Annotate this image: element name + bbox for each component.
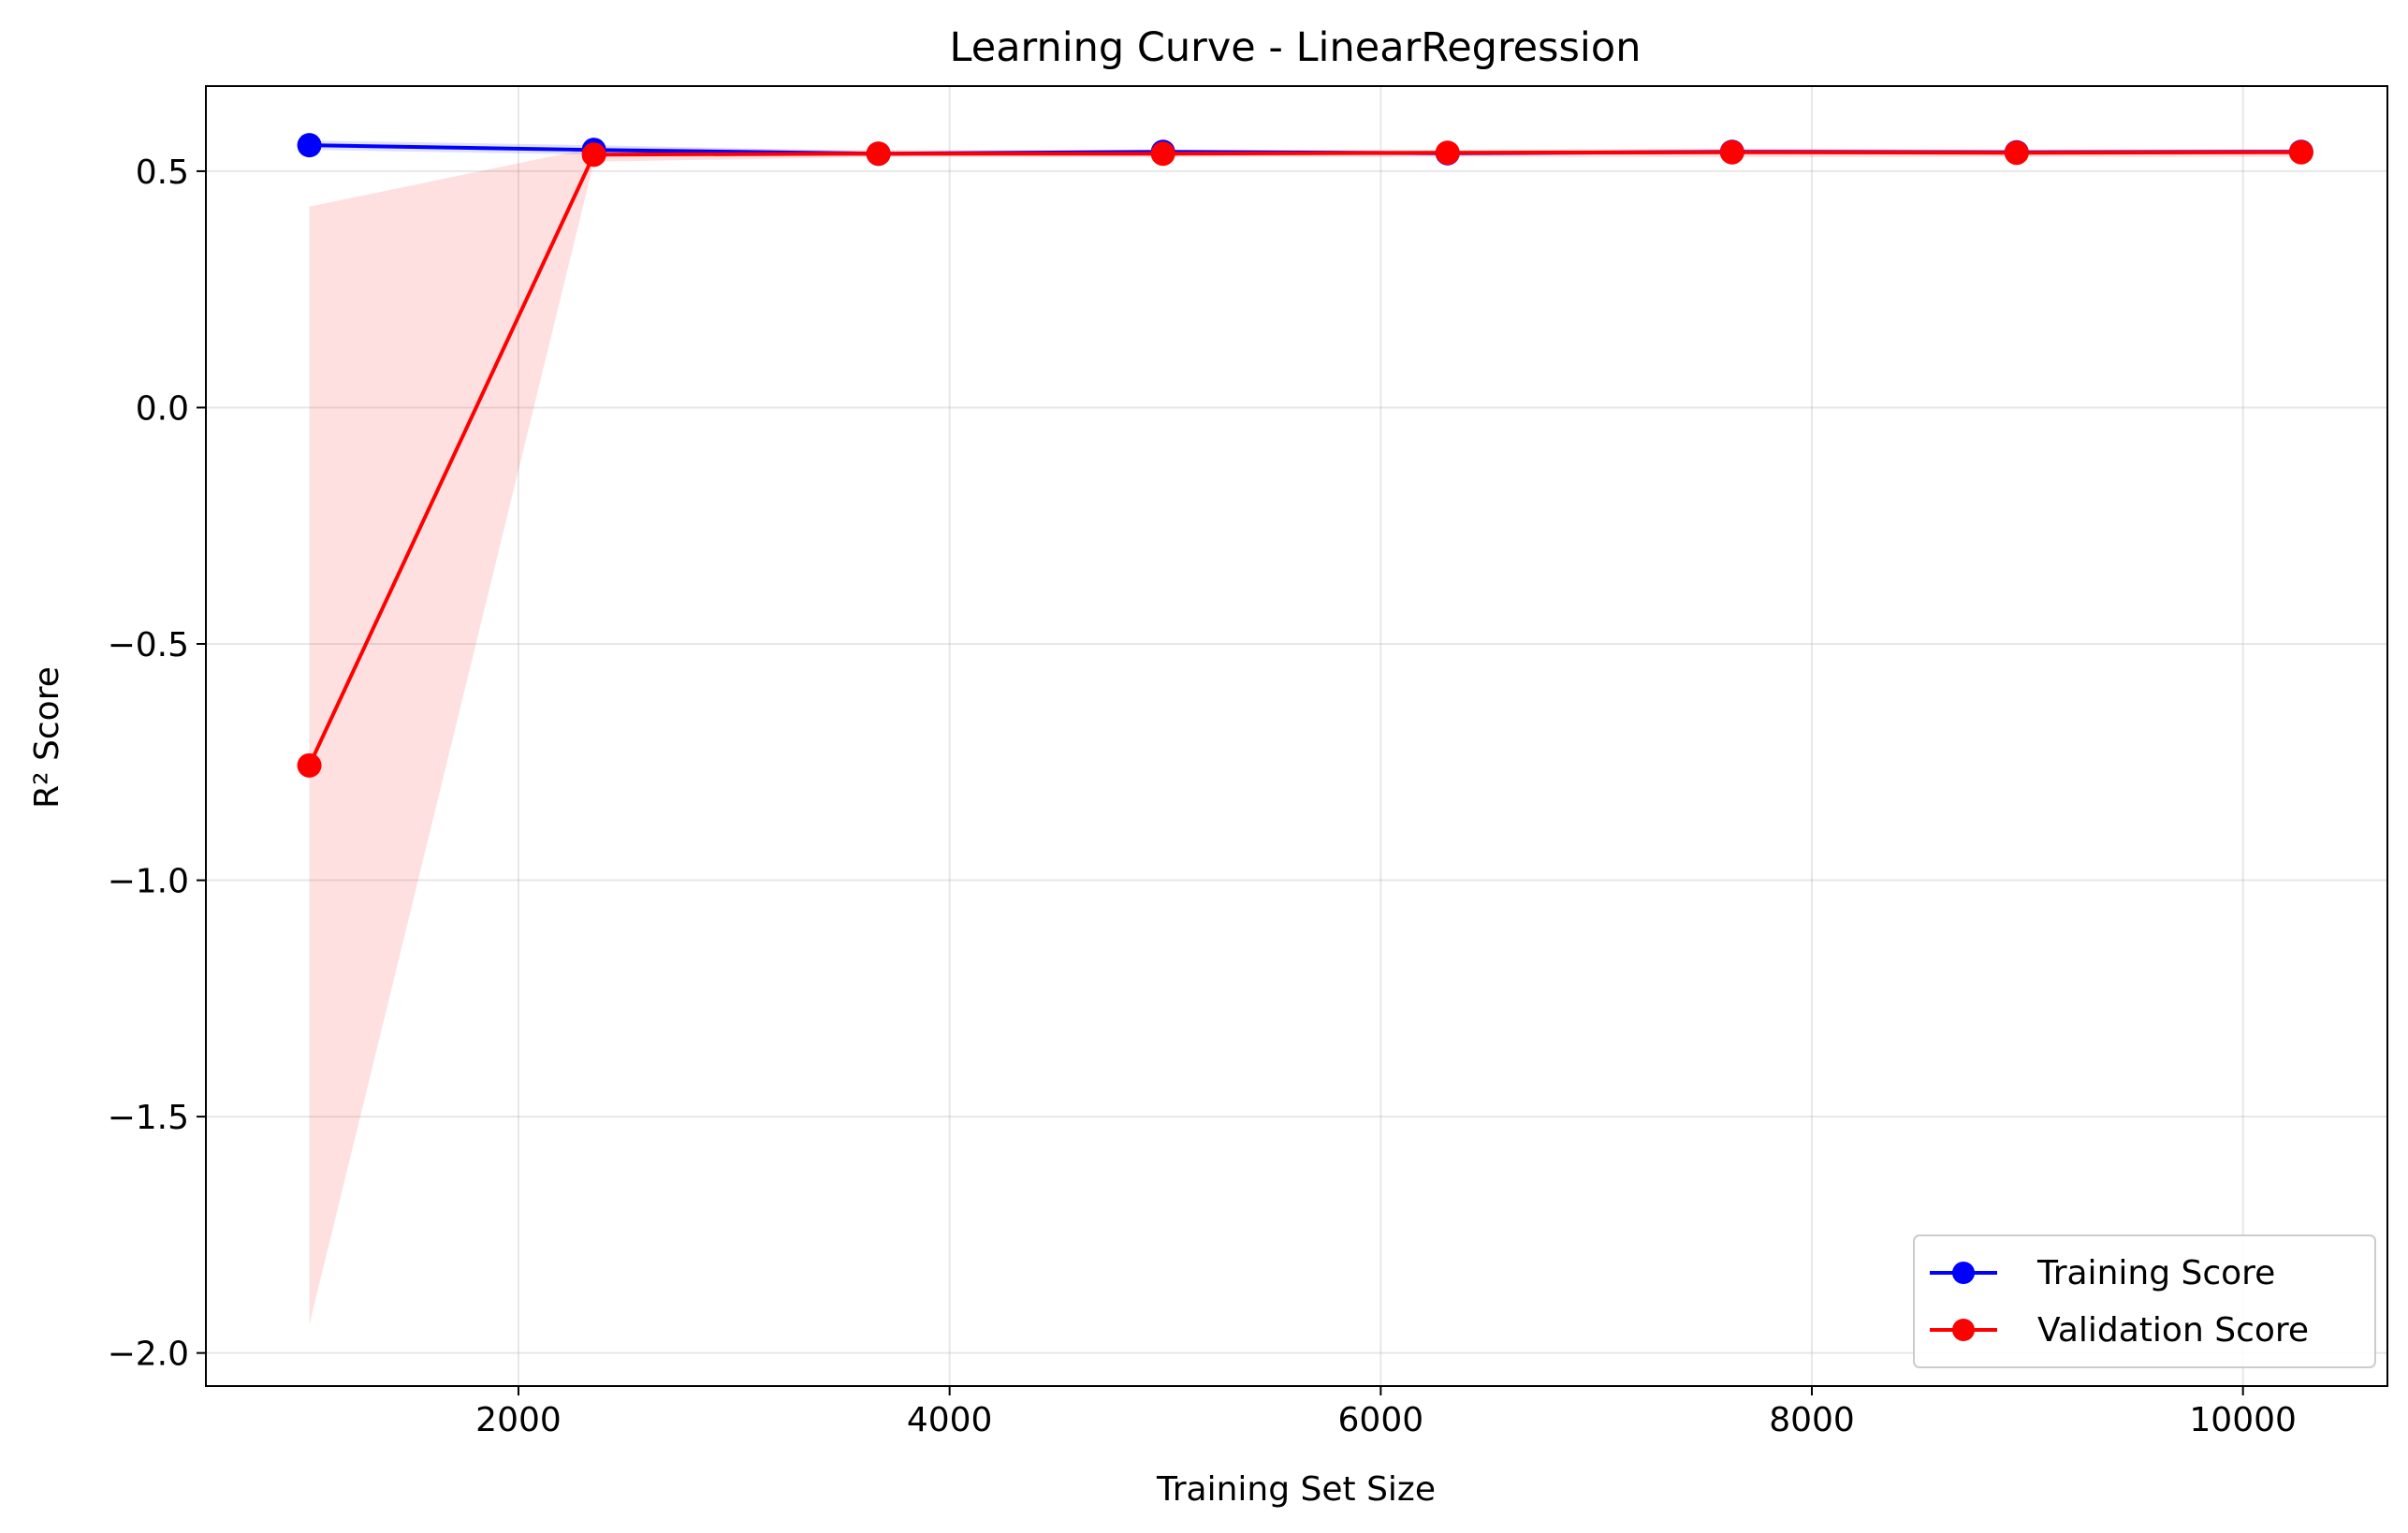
legend-validation-marker bbox=[1952, 1319, 1975, 1341]
training-score-point bbox=[297, 133, 322, 158]
x-tick-label: 10000 bbox=[2189, 1401, 2297, 1439]
validation-score-point bbox=[2288, 139, 2313, 165]
series-lines bbox=[307, 143, 2301, 766]
legend: Training Score Validation Score bbox=[1913, 1234, 2376, 1368]
plot-area-frame bbox=[205, 85, 2388, 1387]
x-tick-label: 2000 bbox=[475, 1401, 562, 1439]
x-axis-ticks: 2000 4000 6000 8000 10000 bbox=[475, 1386, 2297, 1439]
legend-label-training: Training Score bbox=[2036, 1254, 2275, 1292]
y-axis-label: R² Score bbox=[28, 666, 66, 809]
x-tick-label: 8000 bbox=[1769, 1401, 1855, 1439]
legend-training-marker bbox=[1952, 1262, 1975, 1284]
legend-label-validation: Validation Score bbox=[2037, 1311, 2309, 1350]
y-tick-label: 0.5 bbox=[136, 153, 189, 192]
y-tick-label: 0.0 bbox=[136, 389, 189, 428]
validation-score-point bbox=[1435, 140, 1460, 166]
validation-score-band bbox=[309, 147, 2301, 1325]
y-tick-label: −0.5 bbox=[108, 626, 189, 664]
validation-score-point bbox=[1150, 141, 1175, 167]
x-tick-label: 6000 bbox=[1338, 1401, 1424, 1439]
y-axis-ticks: 0.5 0.0 −0.5 −1.0 −1.5 −2.0 bbox=[108, 153, 206, 1374]
y-tick-label: −1.5 bbox=[108, 1099, 189, 1137]
y-tick-label: −2.0 bbox=[108, 1336, 189, 1374]
x-tick-label: 4000 bbox=[907, 1401, 993, 1439]
validation-score-line bbox=[307, 150, 2301, 766]
validation-score-point bbox=[2004, 140, 2029, 166]
validation-score-point bbox=[1719, 139, 1744, 165]
validation-score-point bbox=[581, 142, 606, 168]
legend-box bbox=[1913, 1234, 2376, 1368]
chart-title: Learning Curve - LinearRegression bbox=[950, 24, 1642, 71]
y-tick-label: −1.0 bbox=[108, 863, 189, 901]
validation-score-point bbox=[297, 752, 322, 778]
x-axis-label: Training Set Size bbox=[1156, 1470, 1436, 1509]
validation-score-point bbox=[866, 141, 891, 167]
series-points bbox=[297, 133, 2313, 778]
